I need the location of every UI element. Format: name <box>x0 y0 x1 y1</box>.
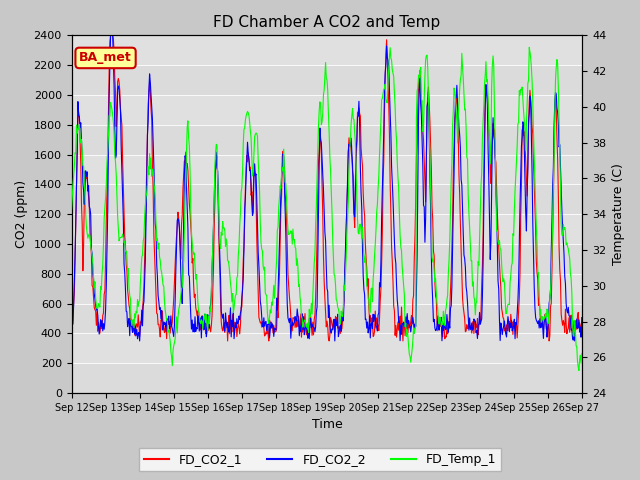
Bar <box>72 184 582 214</box>
Y-axis label: CO2 (ppm): CO2 (ppm) <box>15 180 28 248</box>
X-axis label: Time: Time <box>312 419 342 432</box>
Bar <box>72 363 582 393</box>
Bar <box>72 65 582 95</box>
Legend: FD_CO2_1, FD_CO2_2, FD_Temp_1: FD_CO2_1, FD_CO2_2, FD_Temp_1 <box>139 448 501 471</box>
Title: FD Chamber A CO2 and Temp: FD Chamber A CO2 and Temp <box>213 15 440 30</box>
Bar <box>72 125 582 155</box>
Bar <box>72 304 582 334</box>
Bar <box>72 244 582 274</box>
Y-axis label: Temperature (C): Temperature (C) <box>612 163 625 265</box>
Text: BA_met: BA_met <box>79 51 132 64</box>
